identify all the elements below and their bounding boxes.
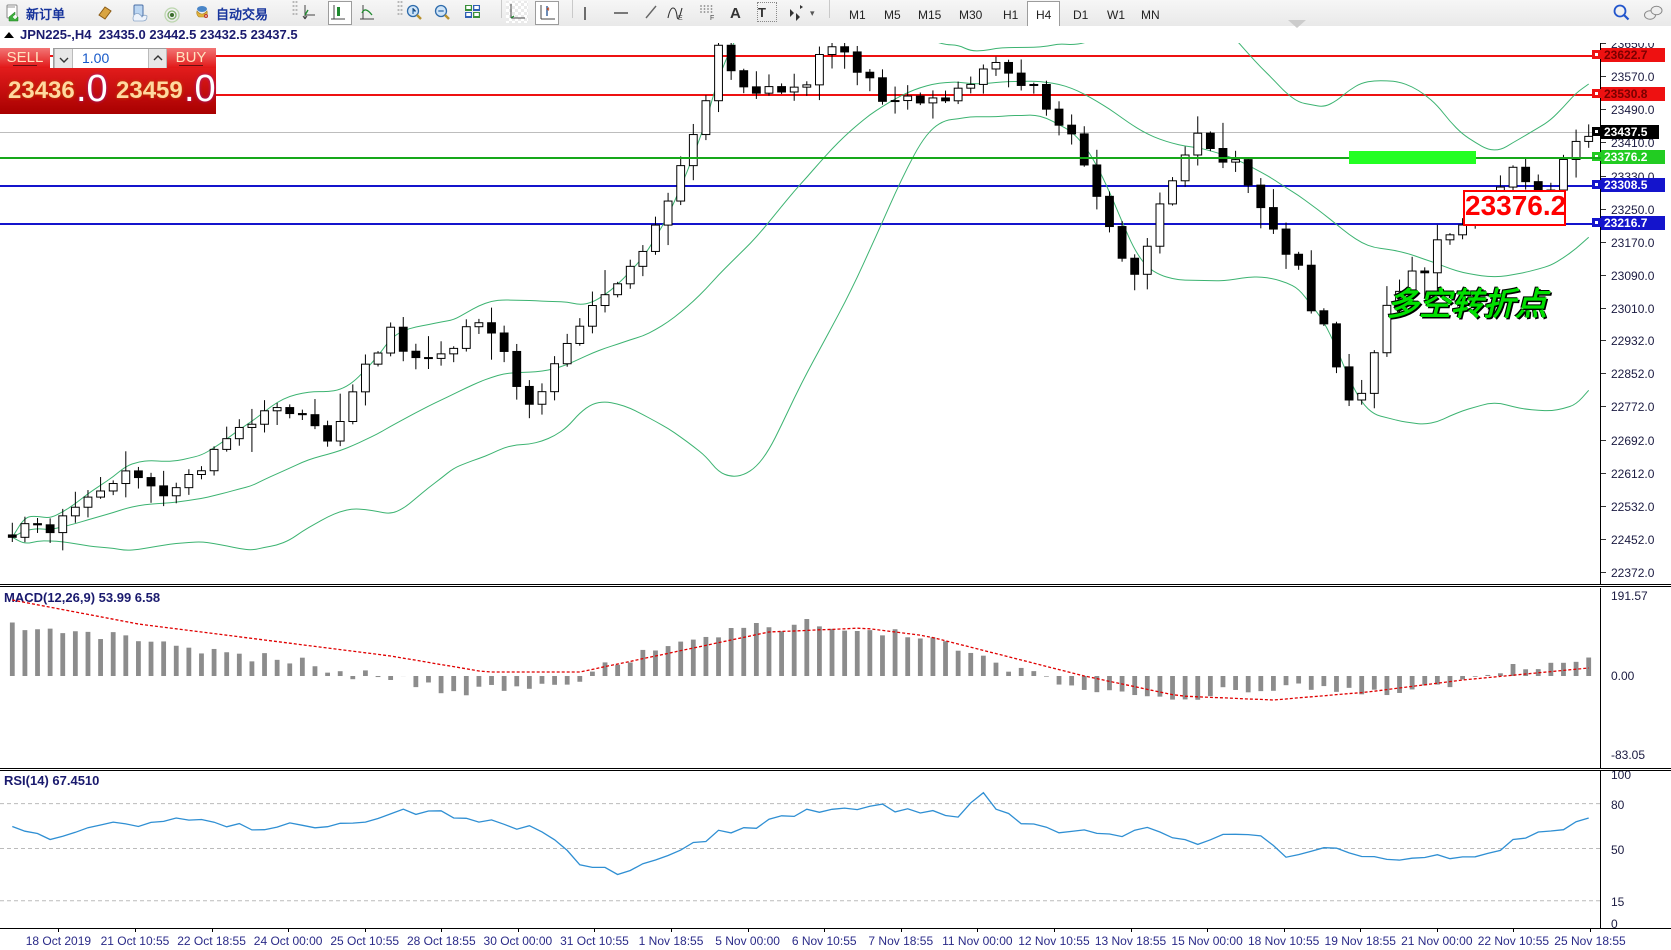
svg-text:E: E [678, 15, 683, 22]
svg-text:F: F [710, 15, 714, 22]
